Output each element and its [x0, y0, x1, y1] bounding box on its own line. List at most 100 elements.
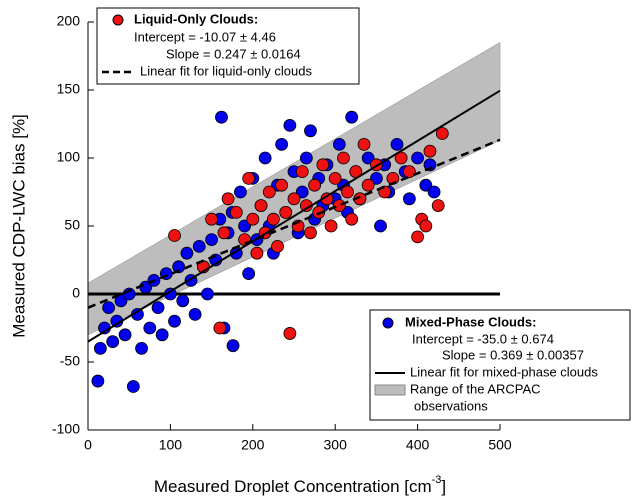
legend-fit: Linear fit for liquid-only clouds [140, 63, 312, 78]
x-tick-label: 100 [159, 437, 183, 453]
legend-slope: Slope = 0.247 ± 0.0164 [166, 46, 301, 61]
point [427, 185, 441, 199]
point [431, 199, 445, 213]
point [213, 321, 227, 335]
point [411, 151, 425, 165]
y-tick-label: 50 [64, 217, 80, 233]
legend-band-label: observations [414, 398, 488, 413]
point [221, 192, 235, 206]
y-tick-label: 100 [57, 149, 81, 165]
point [126, 380, 140, 393]
legend-slope: Slope = 0.369 ± 0.00357 [442, 347, 584, 362]
point [283, 118, 297, 132]
x-label-main: Measured Droplet Concentration [cm [154, 477, 432, 496]
x-tick-label: 500 [488, 437, 512, 453]
point [102, 301, 115, 315]
point [155, 328, 169, 342]
point [308, 178, 322, 192]
point [332, 137, 346, 151]
point [250, 246, 264, 260]
point [357, 137, 371, 151]
point [176, 294, 190, 308]
point [118, 328, 132, 342]
legend-box [96, 7, 360, 85]
y-tick-label: 0 [72, 285, 80, 301]
legend-intercept: Intercept = -35.0 ± 0.674 [412, 331, 554, 346]
point [423, 144, 437, 158]
point [402, 165, 416, 179]
legend-marker [112, 14, 124, 26]
point [192, 239, 206, 253]
point [91, 374, 105, 388]
point [402, 192, 416, 206]
point [337, 151, 350, 165]
point [168, 229, 181, 242]
point [283, 327, 297, 340]
point [287, 192, 301, 206]
point [106, 335, 120, 349]
legend-band [374, 384, 406, 396]
point [332, 199, 346, 213]
point [316, 158, 330, 172]
point [295, 165, 309, 179]
point [369, 171, 383, 185]
point [361, 178, 375, 192]
point [262, 185, 276, 199]
point [279, 205, 293, 219]
y-tick-label: -100 [52, 421, 80, 437]
x-tick-label: 400 [406, 437, 430, 453]
legend-marker [382, 317, 394, 329]
point [258, 151, 272, 165]
point [168, 314, 181, 328]
point [151, 301, 165, 315]
point [271, 239, 284, 253]
fit-line [87, 89, 501, 343]
point [226, 339, 240, 353]
point [361, 151, 375, 165]
point [205, 233, 219, 247]
legend-title: Mixed-Phase Clouds: [405, 314, 536, 329]
point [390, 137, 404, 151]
point [201, 287, 214, 301]
point [242, 171, 256, 185]
point [242, 267, 256, 281]
fit-line [87, 138, 501, 309]
point [423, 158, 437, 172]
point [341, 185, 354, 199]
point [143, 321, 157, 335]
y-tick-label: 200 [57, 13, 81, 29]
x-tick-label: 200 [241, 437, 265, 453]
point [229, 205, 243, 219]
point [234, 185, 247, 199]
point [324, 219, 338, 233]
point [275, 137, 289, 151]
legend-fit: Linear fit for mixed-phase clouds [410, 364, 598, 379]
legend-intercept: Intercept = -10.07 ± 4.46 [134, 29, 276, 44]
x-label-sup: -3 [432, 474, 442, 486]
y-tick-label: -50 [60, 353, 80, 369]
point [266, 212, 280, 226]
legend-title: Liquid-Only Clouds: [134, 11, 258, 26]
point [172, 260, 186, 274]
point [328, 171, 342, 185]
point [254, 199, 268, 213]
point [295, 185, 309, 199]
point [93, 341, 107, 355]
point [345, 110, 359, 124]
point [238, 219, 251, 233]
point [114, 294, 128, 308]
point [215, 110, 228, 124]
point [345, 212, 359, 226]
point [435, 127, 449, 140]
x-axis-label: Measured Droplet Concentration [cm-3] [154, 474, 446, 497]
point [180, 246, 194, 260]
point [374, 219, 387, 233]
legend-box [369, 309, 631, 421]
point [304, 124, 317, 138]
point [419, 219, 433, 233]
point [411, 230, 425, 244]
point [299, 151, 313, 165]
point [246, 212, 260, 226]
point [205, 212, 219, 226]
